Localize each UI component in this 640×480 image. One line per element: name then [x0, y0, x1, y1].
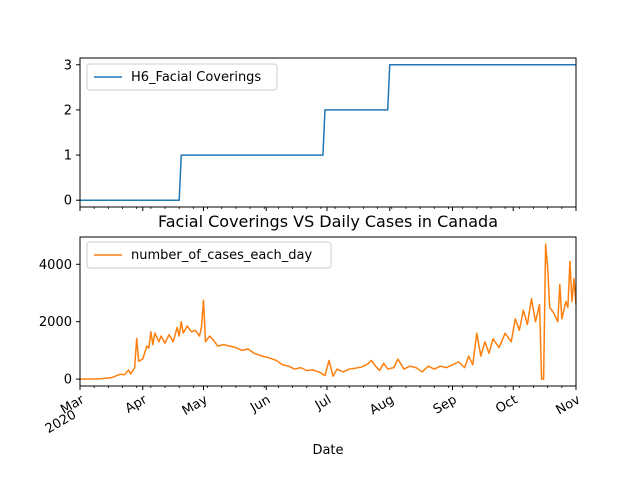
- bottom-plot-area: [79, 243, 577, 380]
- chart-title: Facial Coverings VS Daily Cases in Canad…: [158, 212, 498, 231]
- top-legend: H6_Facial Coverings: [86, 63, 278, 91]
- bottom-axes-frame: [79, 236, 577, 387]
- y-tick-label: 0: [64, 373, 72, 388]
- y-tick-label: 0: [64, 194, 72, 209]
- series-line-0-0: [80, 64, 576, 201]
- y-tick-label: 1: [64, 149, 72, 164]
- bottom-legend: number_of_cases_each_day: [86, 241, 332, 269]
- y-tick-label: 2: [64, 103, 72, 118]
- y-tick-label: 3: [64, 58, 72, 73]
- y-tick-label: 2000: [39, 315, 72, 330]
- top-axes-frame: [79, 57, 577, 208]
- x-tick-label: Jul: [312, 392, 334, 413]
- top-x-ticks: [79, 207, 577, 211]
- bottom-y-ticks: 0 2000 4000: [39, 258, 80, 388]
- top-y-ticks: 0 1 2 3: [64, 58, 80, 209]
- series-line-1-0: [79, 243, 577, 380]
- bottom-legend-label: number_of_cases_each_day: [131, 248, 312, 263]
- top-legend-label: H6_Facial Coverings: [131, 70, 261, 85]
- top-axes: 0 1 2 3 H6_Facial Coverings: [64, 57, 577, 211]
- y-tick-label: 4000: [39, 258, 72, 273]
- top-plot-area: [80, 64, 576, 201]
- x-axis-label: Date: [312, 443, 343, 458]
- bottom-legend-box: [86, 241, 332, 269]
- top-legend-box: [86, 63, 278, 91]
